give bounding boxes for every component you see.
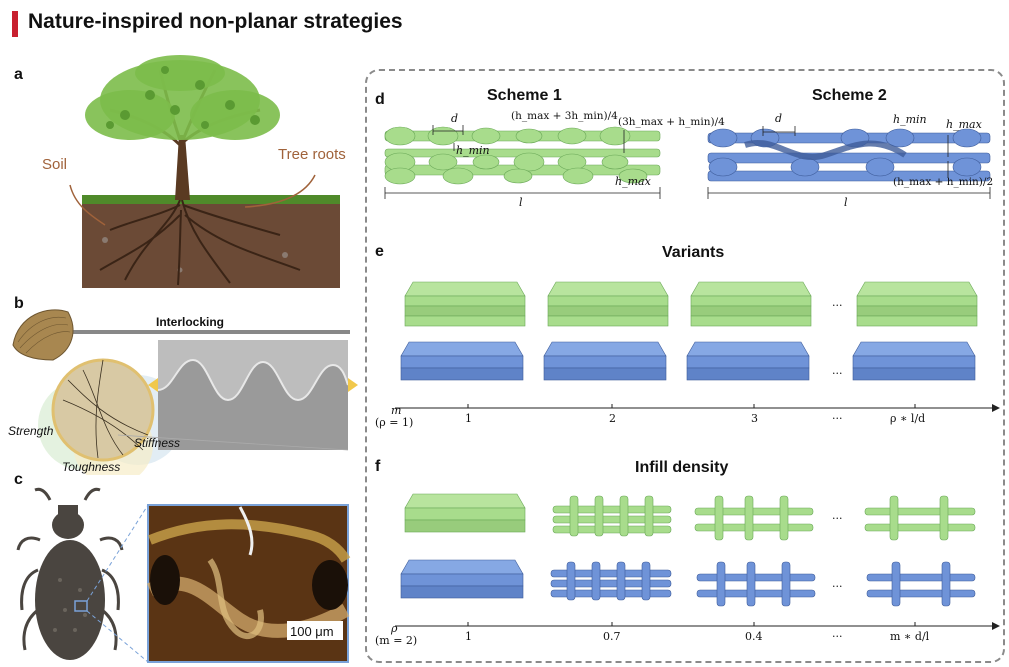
beetle-illustration xyxy=(16,487,351,663)
infill-title: Infill density xyxy=(635,459,729,476)
infill-tick-2: 0.7 xyxy=(603,630,621,643)
scheme2-diagram xyxy=(707,126,991,199)
variant-blue-3 xyxy=(686,341,810,381)
scheme1-formula2: (3h_max + h_min)/4 xyxy=(618,116,725,128)
variant-green-n xyxy=(856,281,978,327)
infill-green-3 xyxy=(694,495,814,541)
variant-blue-n xyxy=(852,341,976,381)
scheme2-l-label: l xyxy=(844,196,848,209)
infill-tick-1: 1 xyxy=(465,630,472,643)
variants-tick-ellipsis: ··· xyxy=(832,412,843,425)
panel-label-f: f xyxy=(375,458,381,475)
panel-label-d: d xyxy=(375,91,385,108)
infill-blue-3 xyxy=(696,561,816,607)
page-title: Nature-inspired non-planar strategies xyxy=(28,10,403,33)
variant-green-2 xyxy=(547,281,669,327)
variants-tick-3: 3 xyxy=(751,412,758,425)
variant-blue-1 xyxy=(400,341,524,381)
variants-axis-var: m xyxy=(391,404,402,417)
panel-label-c: c xyxy=(14,471,23,488)
tree-canopy xyxy=(85,55,280,140)
panel-label-b: b xyxy=(14,295,24,312)
infill-tick-n: m ∗ d/l xyxy=(890,630,930,643)
scheme1-title: Scheme 1 xyxy=(487,87,562,104)
grass-strip xyxy=(82,195,340,204)
variant-green-1 xyxy=(404,281,526,327)
infill-tick-ellipsis: ··· xyxy=(832,630,843,643)
tree-trunk xyxy=(175,135,190,200)
infill-green-n xyxy=(864,495,976,541)
infill-ellipsis-top: ··· xyxy=(832,512,843,525)
variants-axis-cond: (ρ = 1) xyxy=(375,416,414,429)
variant-blue-2 xyxy=(543,341,667,381)
interlocking-label: Interlocking xyxy=(156,315,225,329)
variants-tick-2: 2 xyxy=(609,412,616,425)
shell-interlocking-illustration xyxy=(12,309,358,475)
infill-grid xyxy=(395,493,1000,630)
variants-ellipsis-bottom: ··· xyxy=(832,367,843,380)
scheme1-hmax-label: h_max xyxy=(615,175,651,188)
scheme1-d-label: d xyxy=(451,112,459,125)
panel-label-a: a xyxy=(14,66,23,83)
variants-title: Variants xyxy=(662,244,725,261)
infill-axis-cond: (m = 2) xyxy=(375,634,418,647)
panel-label-e: e xyxy=(375,243,384,260)
scheme1-diagram xyxy=(384,125,661,199)
variant-green-3 xyxy=(690,281,812,327)
soil-block xyxy=(82,200,340,288)
scheme2-title: Scheme 2 xyxy=(812,87,887,104)
beetle-icon xyxy=(35,505,105,660)
infill-blue-2 xyxy=(550,561,672,601)
infill-blue-n xyxy=(866,561,976,607)
infill-axis-var: ρ xyxy=(391,622,398,635)
infill-tick-3: 0.4 xyxy=(745,630,763,643)
infill-ellipsis-bottom: ··· xyxy=(832,580,843,593)
tree-illustration xyxy=(69,55,340,288)
infill-green-1 xyxy=(404,493,526,533)
infill-blue-1 xyxy=(400,559,524,599)
variants-tick-n: ρ ∗ l/d xyxy=(890,412,926,425)
scheme2-hmax-label: h_max xyxy=(946,118,982,131)
scheme2-hmin-label: h_min xyxy=(893,113,927,126)
scheme2-d-label: d xyxy=(775,112,783,125)
stiffness-label: Stiffness xyxy=(134,436,181,450)
title-accent-bar xyxy=(12,11,18,37)
soil-label: Soil xyxy=(42,156,68,173)
tree-roots-label: Tree roots xyxy=(278,146,346,163)
variants-tick-1: 1 xyxy=(465,412,472,425)
schemes-container xyxy=(365,69,1005,663)
roots xyxy=(99,199,301,286)
shell-icon xyxy=(12,309,74,361)
scheme2-formula: (h_max + h_min)/2 xyxy=(893,176,994,188)
scheme1-formula1: (h_max + 3h_min)/4 xyxy=(511,110,618,122)
variants-ellipsis-top: ··· xyxy=(832,299,843,312)
scheme1-l-label: l xyxy=(519,196,523,209)
toughness-label: Toughness xyxy=(62,460,121,474)
variants-grid xyxy=(395,281,1000,412)
scale-bar-label: 100 μm xyxy=(290,624,334,639)
scheme1-hmin-label: h_min xyxy=(456,144,490,157)
infill-green-2 xyxy=(552,495,672,537)
strength-label: Strength xyxy=(8,424,54,438)
